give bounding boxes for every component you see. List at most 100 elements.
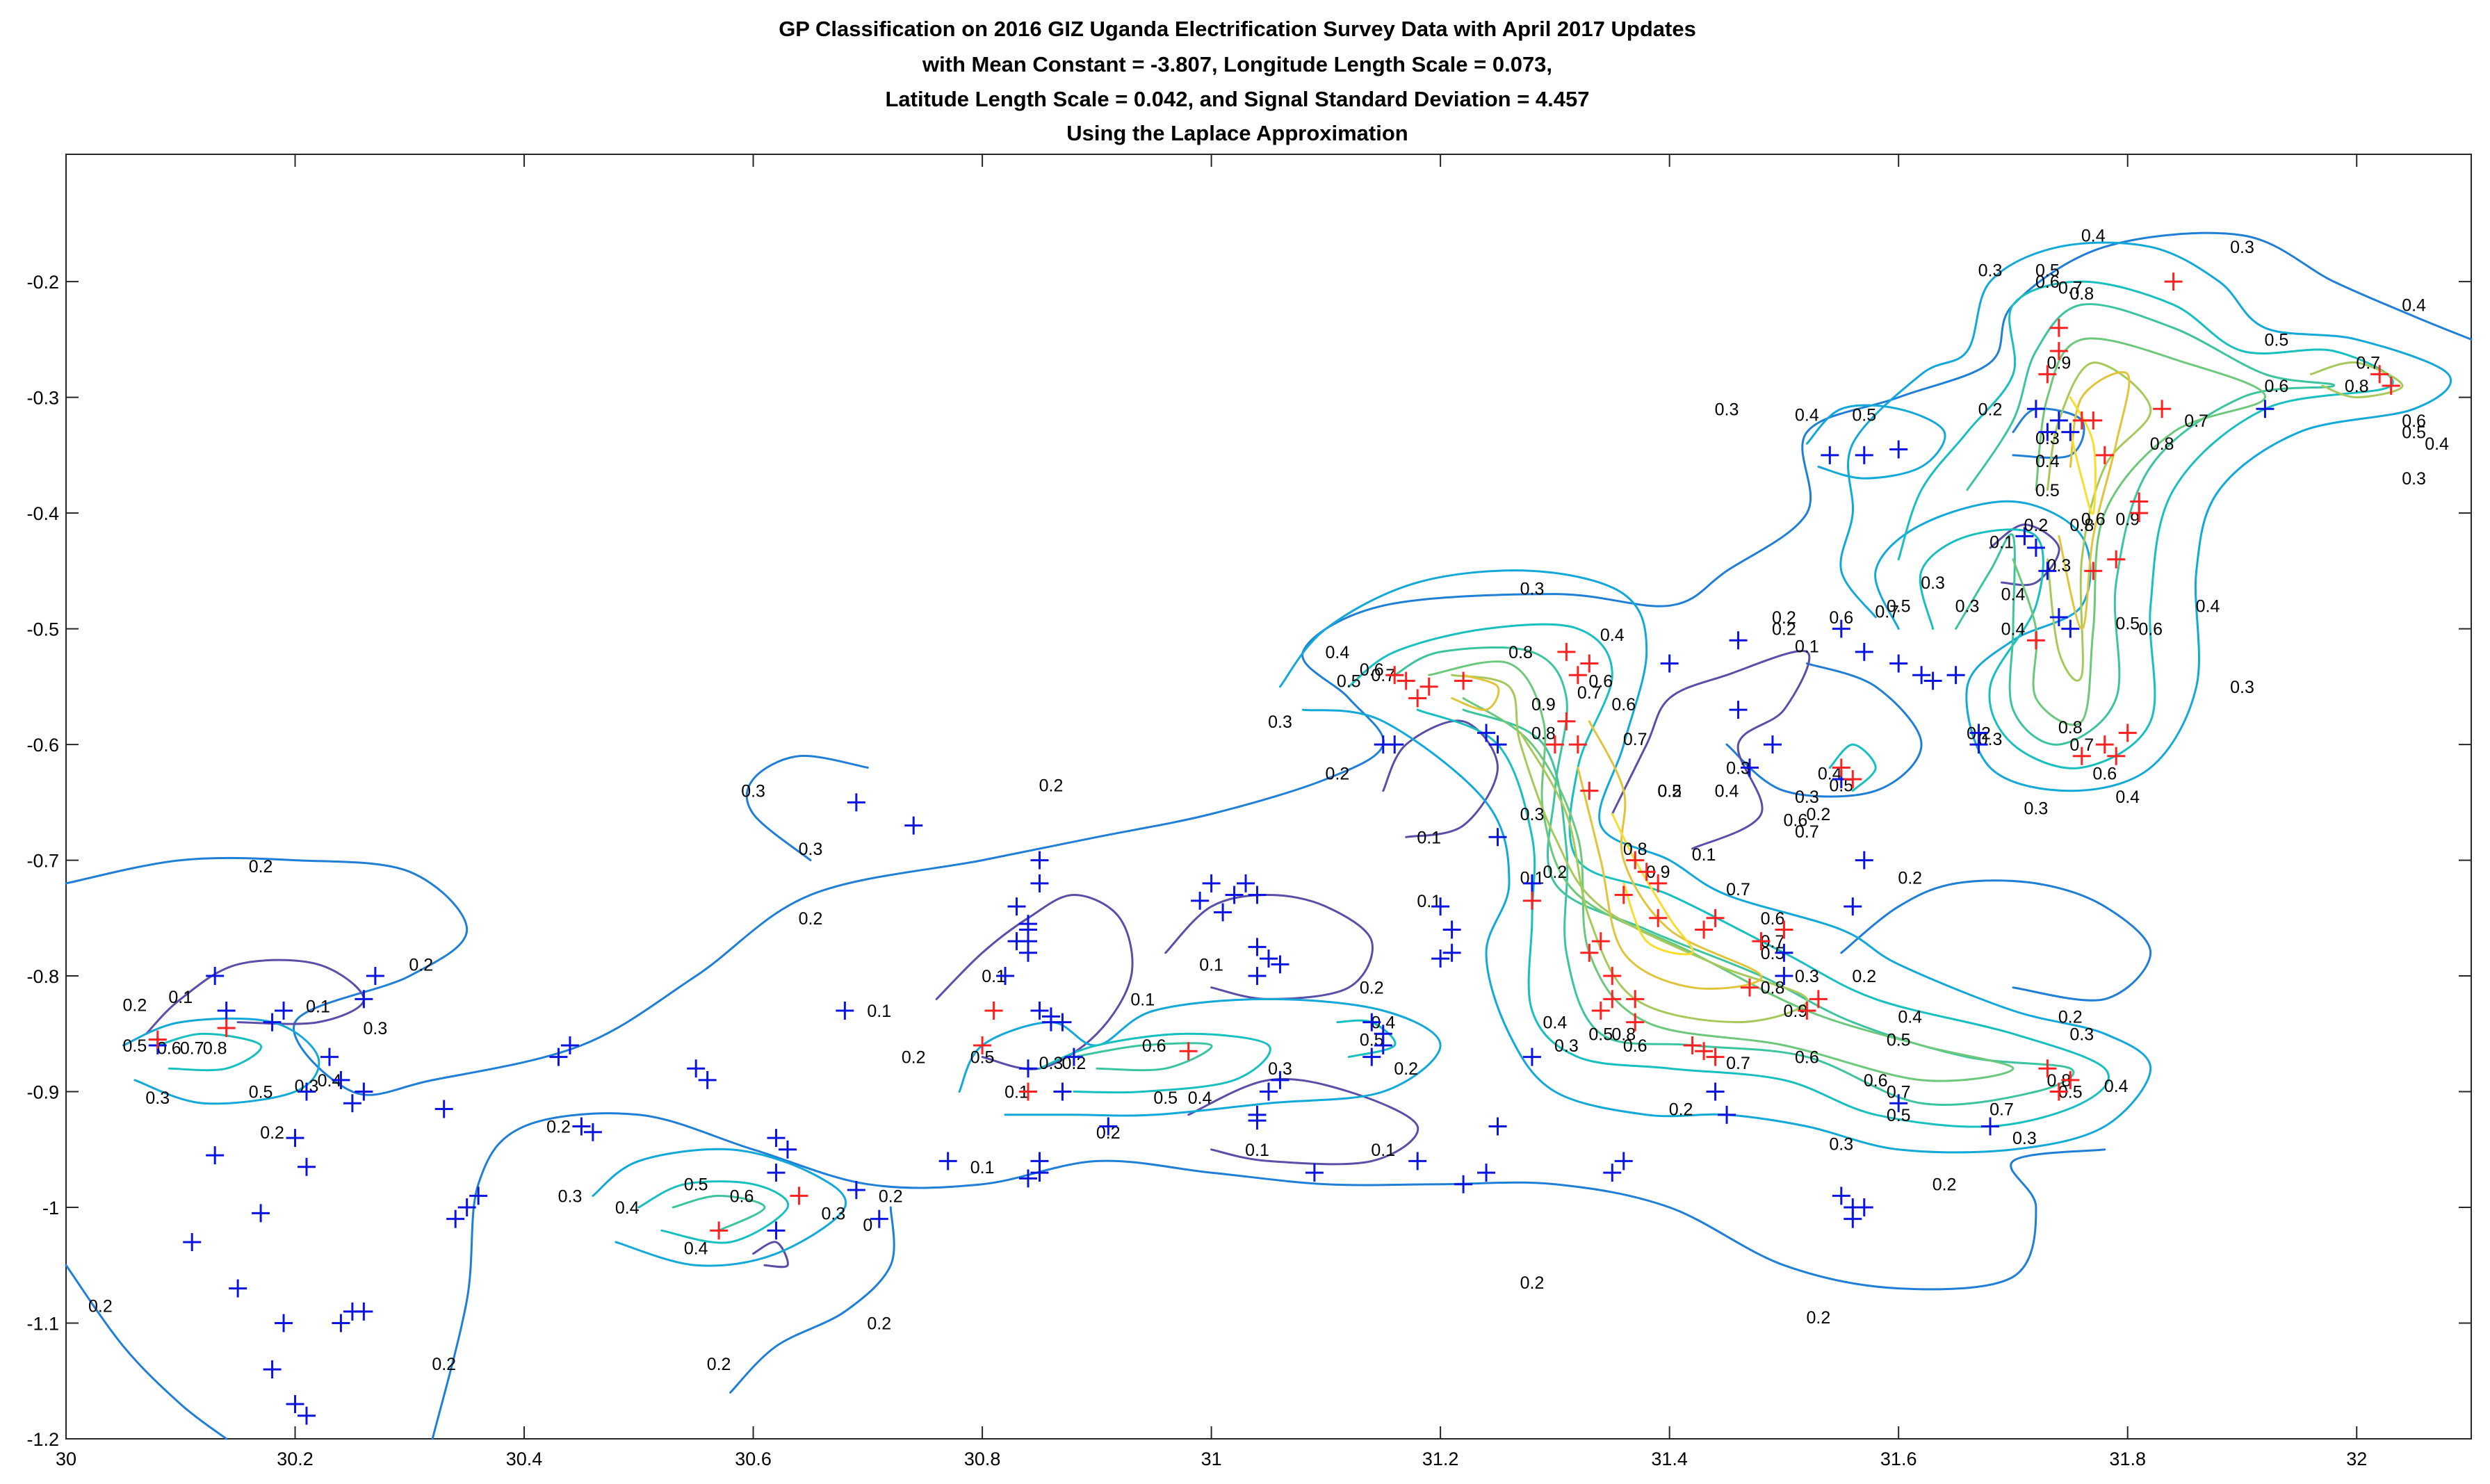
contour-label-113: 0.3 (1795, 788, 1819, 807)
electrified-marker-16 (1545, 735, 1564, 754)
contour-label-5: 0.3 (364, 1019, 388, 1038)
contour-label-95: 0.2 (2058, 1007, 2083, 1027)
contour-label-25: 0 (863, 1216, 872, 1235)
y-tick-label-4: -0.6 (26, 735, 59, 756)
non-electrified-marker-132 (2038, 562, 2057, 580)
x-tick-label-6: 31.2 (1422, 1449, 1459, 1469)
contour-label-74: 0.1 (1795, 637, 1819, 657)
electrified-marker-35 (1683, 1036, 1702, 1054)
title-line-1: GP Classification on 2016 GIZ Uganda Ele… (779, 17, 1696, 41)
non-electrified-marker-102 (1729, 631, 1748, 650)
electrified-marker-41 (1798, 1002, 1816, 1020)
electrified-marker-38 (1741, 978, 1759, 997)
non-electrified-marker-15 (366, 967, 384, 986)
non-electrified-marker-107 (1775, 967, 1793, 986)
contour-lines (65, 231, 2473, 1440)
contour-line-0-8-39 (2058, 370, 2131, 630)
contour-label-141: 0.8 (2069, 516, 2094, 535)
non-electrified-marker-13 (355, 1082, 373, 1101)
contour-label-158: 0.4 (2081, 227, 2106, 246)
contour-line-0-3-17 (1805, 404, 1946, 480)
contour-label-133: 0.5 (1852, 406, 1876, 425)
electrified-marker-63 (2370, 365, 2389, 384)
non-electrified-marker-95 (1488, 735, 1507, 754)
contour-label-64: 0.8 (1531, 724, 1556, 743)
contour-label-92: 0.2 (1669, 1100, 1693, 1120)
contour-label-55: 0.1 (1417, 828, 1441, 847)
contour-label-147: 0.6 (2138, 620, 2163, 639)
contour-label-67: 0.2 (1543, 863, 1568, 882)
non-electrified-marker-133 (2038, 423, 2057, 441)
electrified-marker-34 (1706, 908, 1725, 927)
contour-label-68: 0.4 (1600, 626, 1625, 645)
electrified-marker-59 (2026, 631, 2045, 650)
contour-label-0: 0.2 (249, 857, 273, 876)
non-electrified-marker-32 (583, 1123, 602, 1141)
contour-label-3: 0.1 (168, 988, 193, 1007)
contour-label-59: 0.6 (1360, 660, 1384, 680)
non-electrified-marker-112 (1855, 446, 1873, 464)
electrified-marker-54 (2084, 562, 2103, 580)
contour-label-146: 0.5 (2115, 614, 2140, 633)
non-electrified-marker-135 (2026, 400, 2045, 418)
non-electrified-marker-19 (263, 1360, 282, 1379)
contour-label-124: 0.3 (1921, 573, 1945, 593)
non-electrified-marker-88 (1442, 943, 1461, 962)
electrified-marker-57 (2107, 747, 2126, 765)
contour-label-82: 0.3 (1795, 967, 1819, 986)
non-electrified-marker-138 (2061, 619, 2080, 638)
electrified-marker-31 (1626, 990, 1645, 1009)
non-electrified-marker-118 (1923, 671, 1942, 690)
contour-label-56: 0.3 (1268, 712, 1292, 732)
electrified-marker-58 (2072, 747, 2091, 765)
contour-line-0-3-20 (122, 1017, 320, 1105)
contour-label-75: 0.2 (1772, 620, 1796, 639)
non-electrified-marker-121 (1832, 1187, 1850, 1205)
non-electrified-marker-27 (457, 1198, 476, 1217)
contour-label-36: 0.3 (1039, 1054, 1064, 1073)
contour-label-108: 0.4 (2104, 1077, 2129, 1096)
y-tick-label-0: -0.2 (26, 272, 59, 293)
non-electrified-marker-64 (996, 967, 1015, 986)
non-electrified-marker-11 (332, 1070, 350, 1089)
x-tick-label-8: 31.6 (1880, 1449, 1917, 1469)
contour-label-123: 0.5 (1887, 596, 1911, 616)
contour-label-90: 0.8 (1611, 1025, 1636, 1044)
contour-label-117: 0.6 (1784, 810, 1808, 830)
non-electrified-marker-3 (206, 1146, 225, 1165)
electrified-marker-21 (1580, 943, 1599, 962)
non-electrified-marker-72 (1260, 949, 1278, 968)
contour-label-87: 0.4 (1543, 1013, 1568, 1033)
non-electrified-marker-116 (1889, 654, 1908, 673)
contour-label-26: 0.2 (707, 1355, 731, 1374)
contour-label-114: 0.2 (1807, 805, 1831, 824)
contour-label-135: 0.2 (1978, 400, 2003, 419)
x-tick-label-10: 32 (2346, 1449, 2367, 1469)
contour-label-19: 0.4 (615, 1198, 640, 1218)
non-electrified-marker-66 (1202, 874, 1221, 892)
contour-label-32: 0.1 (867, 1002, 891, 1021)
y-tick-label-7: -0.9 (26, 1082, 59, 1103)
chart-title: GP Classification on 2016 GIZ Uganda Ele… (779, 17, 1696, 145)
contour-label-154: 0.8 (2069, 284, 2094, 304)
contour-label-118: 0.7 (1795, 822, 1819, 842)
contour-label-22: 0.4 (684, 1239, 708, 1258)
contour-label-157: 0.5 (2035, 261, 2060, 281)
contour-label-156: 0.6 (2035, 272, 2060, 292)
non-electrified-marker-28 (469, 1187, 488, 1205)
contour-label-148: 0.4 (2196, 596, 2220, 616)
contour-line-0-1-15 (752, 1241, 789, 1269)
contour-label-57: 0.4 (1326, 643, 1350, 662)
contour-label-142: 0.6 (2081, 509, 2106, 529)
contour-label-73: 0.2 (1657, 782, 1682, 801)
electrified-marker-64 (2382, 376, 2400, 395)
contour-label-167: 0.5 (2402, 423, 2426, 443)
contour-label-1: 0.2 (123, 996, 147, 1016)
contour-label-83: 0.8 (1761, 979, 1785, 998)
electrified-marker-12 (1408, 689, 1427, 708)
contour-label-29: 0.3 (799, 840, 823, 859)
non-electrified-marker-65 (1191, 891, 1210, 910)
electrified-marker-0 (148, 1030, 167, 1049)
contour-line-0-2-6 (1725, 662, 1923, 798)
